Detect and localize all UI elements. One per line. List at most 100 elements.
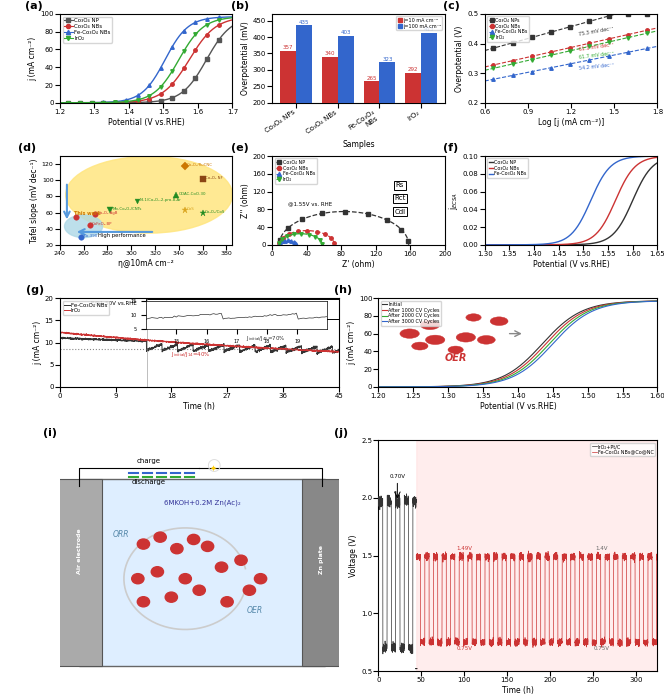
Circle shape xyxy=(254,574,267,584)
Y-axis label: j (mA cm⁻²): j (mA cm⁻²) xyxy=(33,320,42,365)
IrO₂ xyxy=(70,329,78,338)
Fe-Co₃O₄ NBs xyxy=(481,240,489,249)
Fe-Co₃O₄ NBs xyxy=(637,152,645,161)
Text: Co₃O₄/CoS: Co₃O₄/CoS xyxy=(205,210,225,214)
Fe-Co₃O₄ NBs xyxy=(191,345,199,354)
FancyBboxPatch shape xyxy=(302,480,341,666)
Initial xyxy=(540,338,548,346)
Text: (g): (g) xyxy=(27,284,44,295)
Line: Co₃O₄ NP: Co₃O₄ NP xyxy=(485,163,657,245)
Co₃O₄ NBs xyxy=(584,236,592,244)
Fe-Co₃O₄ NBs xyxy=(584,203,592,212)
Bar xyxy=(280,51,296,168)
Initial xyxy=(374,382,382,391)
Bar xyxy=(421,33,437,168)
Text: 61.1 mV dec⁻¹: 61.1 mV dec⁻¹ xyxy=(578,42,614,52)
Text: Rct: Rct xyxy=(394,196,406,201)
Text: ORR: ORR xyxy=(113,530,129,539)
Circle shape xyxy=(243,585,256,596)
Fe-Co₃O₄ NBs xyxy=(56,333,64,342)
X-axis label: Potential (V vs.RHE): Potential (V vs.RHE) xyxy=(533,260,610,269)
Co₃O₄ NBs xyxy=(481,240,489,249)
Text: 61.7 mV dec⁻¹: 61.7 mV dec⁻¹ xyxy=(578,51,614,60)
Fe-Co₃O₄ NBs xyxy=(327,343,335,351)
Legend: Co₃O₄ NP, Co₃O₄ NBs, Fe-Co₃O₄ NBs, IrO₂: Co₃O₄ NP, Co₃O₄ NBs, Fe-Co₃O₄ NBs, IrO₂ xyxy=(62,17,112,43)
Circle shape xyxy=(235,555,247,565)
Fe-Co₃O₄ NBs xyxy=(313,350,321,359)
Text: 435: 435 xyxy=(299,20,309,25)
After 1000 CV Cycles xyxy=(540,341,548,350)
Co₃O₄ NP xyxy=(626,202,634,210)
Circle shape xyxy=(171,544,183,554)
After 3000 CV Cycles xyxy=(540,349,548,357)
X-axis label: Log [j (mA cm⁻²)]: Log [j (mA cm⁻²)] xyxy=(538,118,604,127)
Co₃O₄ NBs xyxy=(481,240,489,249)
Line: Initial: Initial xyxy=(378,301,657,387)
Text: Cdl: Cdl xyxy=(394,209,406,215)
Text: 1.4V: 1.4V xyxy=(596,546,608,551)
Co₃O₄ NP xyxy=(637,178,645,187)
After 2000 CV Cycles xyxy=(545,340,553,348)
IrO₂ xyxy=(335,347,343,356)
Co₃O₄ NP xyxy=(481,240,489,249)
FancyBboxPatch shape xyxy=(79,480,325,666)
Text: (c): (c) xyxy=(444,1,460,10)
Legend: Co₃O₄ NP, Co₃O₄ NBs, Fe-Co₃O₄ NBs, IrO₂: Co₃O₄ NP, Co₃O₄ NBs, Fe-Co₃O₄ NBs, IrO₂ xyxy=(275,159,317,184)
Initial xyxy=(540,338,548,347)
X-axis label: Potential (V vs.RHE): Potential (V vs.RHE) xyxy=(479,402,556,411)
Circle shape xyxy=(151,567,163,577)
Fe-Co₃O₄ NBs xyxy=(586,197,594,206)
After 3000 CV Cycles xyxy=(540,350,548,358)
Initial xyxy=(375,382,383,391)
Fe-Co₃O₄ NBs@Co@NC xyxy=(556,635,564,644)
X-axis label: Time (h): Time (h) xyxy=(502,686,534,695)
Text: OER: OER xyxy=(247,606,263,615)
Legend: Co₃O₄ NPs, Co₃O₄ NBs, Fe-Co₃O₄ NBs, IrO₂: Co₃O₄ NPs, Co₃O₄ NBs, Fe-Co₃O₄ NBs, IrO₂ xyxy=(487,16,529,41)
After 2000 CV Cycles xyxy=(375,382,383,391)
Line: After 1000 CV Cycles: After 1000 CV Cycles xyxy=(378,301,657,387)
Text: Bubble O₂: Bubble O₂ xyxy=(218,302,261,311)
Line: Fe-Co₃O₄ NBs: Fe-Co₃O₄ NBs xyxy=(485,156,657,245)
Circle shape xyxy=(187,534,200,545)
Initial xyxy=(610,299,618,308)
Co₃O₄ NP xyxy=(653,159,661,167)
After 2000 CV Cycles xyxy=(540,346,548,354)
Text: 75.3 mV dec⁻¹: 75.3 mV dec⁻¹ xyxy=(578,26,614,37)
After 1000 CV Cycles xyxy=(374,382,382,391)
Bar xyxy=(322,57,338,168)
Text: ODAC-CoO-30: ODAC-CoO-30 xyxy=(179,192,207,196)
IrO₂+Pt/C xyxy=(374,500,382,509)
Legend: Initial, After 1000 CV Cycles, After 2000 CV Cycles, After 3000 CV Cycles: Initial, After 1000 CV Cycles, After 200… xyxy=(381,301,441,326)
IrO₂ xyxy=(56,329,64,337)
Co₃O₄ NBs xyxy=(637,158,645,166)
Bar xyxy=(338,36,353,168)
Ellipse shape xyxy=(66,157,232,233)
After 1000 CV Cycles xyxy=(610,299,618,308)
IrO₂ xyxy=(184,339,192,347)
Circle shape xyxy=(179,574,191,584)
Co₃O₄ NP xyxy=(481,240,489,249)
Line: Fe-Co₃O₄ NBs: Fe-Co₃O₄ NBs xyxy=(60,337,339,354)
Line: After 3000 CV Cycles: After 3000 CV Cycles xyxy=(378,301,657,387)
Text: 0.70V: 0.70V xyxy=(389,475,405,480)
After 2000 CV Cycles xyxy=(627,298,635,306)
Text: Co₃O₄ NF: Co₃O₄ NF xyxy=(205,175,222,180)
Co₃O₄ NP xyxy=(586,240,594,248)
Text: @1.55V vs. RHE: @1.55V vs. RHE xyxy=(288,202,332,207)
Initial xyxy=(653,297,661,305)
Line: IrO₂: IrO₂ xyxy=(60,332,339,352)
Text: (e): (e) xyxy=(231,143,248,152)
Circle shape xyxy=(131,574,144,584)
Text: Ni-1/Co₃O₄-2-pro-8-Ar: Ni-1/Co₃O₄-2-pro-8-Ar xyxy=(139,199,181,202)
Text: discharge: discharge xyxy=(132,479,166,485)
Fe-Co₃O₄ NBs@Co@NC xyxy=(425,640,433,648)
Circle shape xyxy=(154,532,166,542)
Circle shape xyxy=(201,541,214,552)
IrO₂ xyxy=(327,347,335,355)
Text: Co₃O₄/RuCNC: Co₃O₄/RuCNC xyxy=(187,163,213,167)
Text: (f): (f) xyxy=(444,143,459,152)
Fe-Co₃O₄ NBs xyxy=(653,152,661,160)
Fe-Co₃O₄ NBs xyxy=(481,240,489,249)
Line: IrO₂+Pt/C: IrO₂+Pt/C xyxy=(378,491,416,654)
After 2000 CV Cycles xyxy=(540,345,548,353)
